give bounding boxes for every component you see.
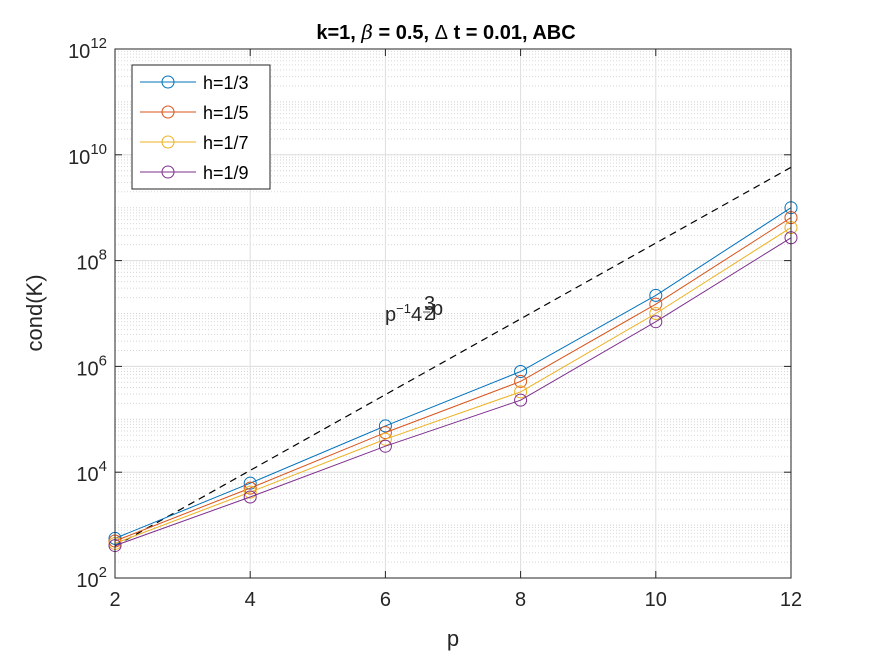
reference-label-exp-var: p (432, 298, 443, 320)
y-axis-label: cond(K) (22, 274, 47, 351)
x-tick-label: 12 (780, 589, 802, 611)
y-tick-label: 106 (76, 352, 107, 380)
x-tick-label: 6 (380, 589, 391, 611)
x-axis-label: p (447, 626, 459, 651)
reference-label-fraction-num: 3 (424, 293, 435, 315)
legend-marker (161, 75, 175, 89)
data-point (243, 481, 257, 495)
legend-box (131, 64, 271, 190)
y-tick-labels: 102 104 106 108 1010 1012 (68, 35, 107, 592)
data-point (649, 288, 663, 302)
series-line (114, 237, 792, 547)
legend-label: h=1/3 (203, 73, 249, 93)
data-point (243, 490, 257, 504)
reference-line-label: p−14 (385, 301, 422, 326)
data-point (514, 374, 528, 388)
data-point (378, 439, 392, 453)
data-point (649, 297, 663, 311)
reference-line (114, 166, 792, 547)
series-group (108, 201, 798, 553)
ticks (114, 48, 792, 579)
legend-item: h=1/7 (140, 133, 249, 153)
y-tick-label: 108 (76, 247, 107, 275)
data-point (378, 426, 392, 440)
x-tick-label: 2 (109, 589, 120, 611)
series-h=1-9 (108, 231, 798, 553)
data-point (649, 315, 663, 329)
legend-item: h=1/9 (140, 163, 249, 183)
y-tick-label: 102 (76, 564, 107, 592)
reference-line-group (114, 166, 792, 547)
y-tick-label: 1010 (68, 141, 107, 169)
x-tick-label: 8 (515, 589, 526, 611)
data-point (378, 432, 392, 446)
y-tick-label: 1012 (68, 35, 107, 63)
plot-frame (114, 48, 792, 579)
data-point (514, 365, 528, 379)
series-line (114, 227, 792, 544)
data-point (514, 393, 528, 407)
legend-marker (161, 135, 175, 149)
legend-item: h=1/3 (140, 73, 249, 93)
x-tick-labels: 2 4 6 8 10 12 (109, 589, 802, 611)
legend-item: h=1/5 (140, 103, 249, 123)
data-point (243, 485, 257, 499)
data-point (649, 307, 663, 320)
data-point (378, 419, 392, 433)
legend-label: h=1/9 (203, 163, 249, 183)
series-line (114, 207, 792, 539)
y-tick-label: 104 (76, 458, 107, 486)
legend-marker (161, 165, 175, 179)
legend-label: h=1/7 (203, 133, 249, 153)
data-point (243, 476, 257, 490)
legend-marker (161, 105, 175, 119)
series-line (114, 217, 792, 542)
reference-label-fraction-den: 2 (424, 303, 435, 325)
series-h=1-7 (108, 221, 798, 550)
data-point (514, 385, 528, 399)
chart-title: k=1, β = 0.5, Δ t = 0.01, ABC (316, 20, 575, 44)
legend-label: h=1/5 (203, 103, 249, 123)
x-tick-label: 4 (245, 589, 256, 611)
x-tick-label: 10 (645, 589, 667, 611)
legend: h=1/3 h=1/5 h=1/7 h=1/9 (131, 64, 271, 190)
